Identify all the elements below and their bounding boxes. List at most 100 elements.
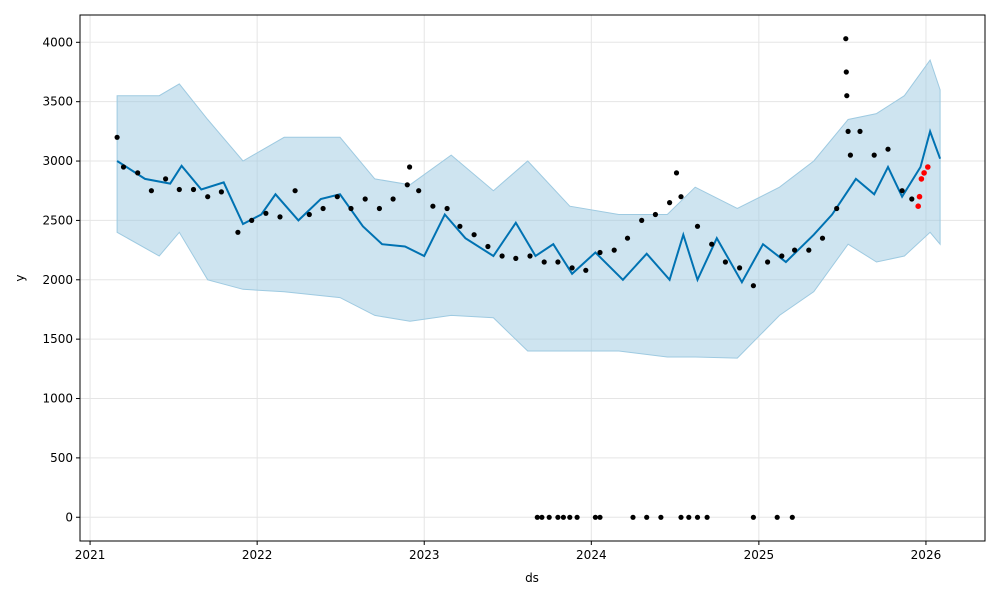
data-point: [457, 223, 463, 229]
data-point: [899, 188, 905, 194]
data-point: [485, 243, 491, 250]
data-point: [774, 514, 780, 520]
data-point: [843, 36, 849, 42]
data-point: [673, 170, 680, 176]
data-point: [205, 194, 211, 200]
x-tick-label: 2021: [75, 548, 106, 562]
x-tick-label: 2025: [744, 548, 775, 562]
data-point: [611, 247, 617, 253]
data-point: [404, 182, 410, 188]
y-tick-label: 0: [65, 510, 73, 524]
data-point: [176, 186, 182, 193]
x-axis: 2021 2022 2023 2024 2025 2026: [75, 541, 941, 562]
data-point: [541, 259, 547, 265]
data-point: [885, 146, 891, 152]
y-tick-label: 1500: [42, 332, 73, 346]
uncertainty-band: [116, 59, 941, 359]
data-point: [750, 514, 757, 520]
data-point: [148, 188, 154, 194]
data-point: [407, 164, 413, 170]
recent-point: [918, 176, 925, 182]
data-point: [722, 259, 729, 265]
data-point: [845, 128, 851, 134]
data-point: [847, 152, 854, 158]
data-point: [190, 186, 197, 193]
data-point: [819, 235, 826, 241]
data-point: [430, 203, 436, 209]
y-tick-label: 4000: [42, 35, 73, 49]
data-point: [249, 217, 255, 223]
data-point: [597, 514, 603, 520]
data-point: [792, 247, 798, 253]
data-point: [844, 93, 850, 99]
x-axis-title: ds: [525, 571, 539, 585]
data-point: [560, 514, 567, 520]
data-point: [334, 194, 340, 200]
data-point: [737, 265, 743, 271]
data-point: [362, 196, 368, 202]
data-point: [806, 247, 812, 253]
data-point: [555, 514, 561, 520]
data-point: [639, 217, 645, 223]
data-point: [114, 134, 120, 140]
data-point: [678, 194, 684, 200]
data-point: [416, 188, 422, 194]
data-point: [527, 253, 533, 259]
data-point: [678, 514, 684, 520]
y-tick-label: 3500: [42, 95, 73, 109]
y-axis-title: y: [13, 274, 27, 281]
data-point: [857, 128, 863, 134]
x-tick-label: 2026: [911, 548, 942, 562]
data-point: [263, 210, 269, 216]
data-point: [390, 196, 396, 202]
y-tick-label: 1000: [42, 392, 73, 406]
data-point: [120, 164, 127, 170]
y-tick-label: 2000: [42, 273, 73, 287]
data-point: [471, 232, 477, 238]
data-point: [686, 514, 692, 520]
recent-point: [915, 203, 921, 209]
data-point: [539, 514, 545, 520]
data-point: [583, 267, 589, 273]
data-point: [444, 205, 450, 212]
data-point: [306, 211, 312, 218]
data-point: [843, 69, 849, 75]
y-tick-label: 2500: [42, 213, 73, 227]
data-point: [376, 205, 382, 212]
data-point: [569, 265, 575, 271]
data-point: [644, 514, 650, 520]
recent-points: [915, 164, 931, 209]
data-point: [567, 514, 573, 520]
data-point: [235, 229, 241, 235]
data-point: [704, 514, 710, 520]
data-point: [909, 196, 915, 202]
x-tick-label: 2022: [242, 548, 273, 562]
data-point: [218, 189, 224, 195]
data-point: [597, 249, 603, 256]
data-point: [135, 170, 141, 176]
data-point: [658, 514, 664, 520]
recent-point: [921, 170, 927, 176]
data-point: [534, 514, 540, 520]
data-point: [709, 241, 715, 247]
data-point: [750, 283, 757, 289]
data-point: [546, 514, 552, 520]
data-point: [513, 255, 519, 261]
data-point: [871, 152, 877, 158]
recent-point: [925, 164, 931, 170]
y-tick-label: 500: [50, 451, 73, 465]
data-point: [694, 223, 701, 229]
y-tick-label: 3000: [42, 154, 73, 168]
data-point: [292, 188, 298, 194]
data-point: [499, 253, 505, 259]
recent-point: [916, 193, 923, 200]
data-point: [592, 514, 599, 520]
data-point: [779, 253, 785, 259]
plot-frame: [79, 14, 986, 542]
observed-points: [114, 36, 915, 520]
data-point: [320, 205, 326, 212]
data-point: [277, 214, 283, 220]
data-point: [667, 200, 673, 206]
data-point: [765, 259, 771, 265]
